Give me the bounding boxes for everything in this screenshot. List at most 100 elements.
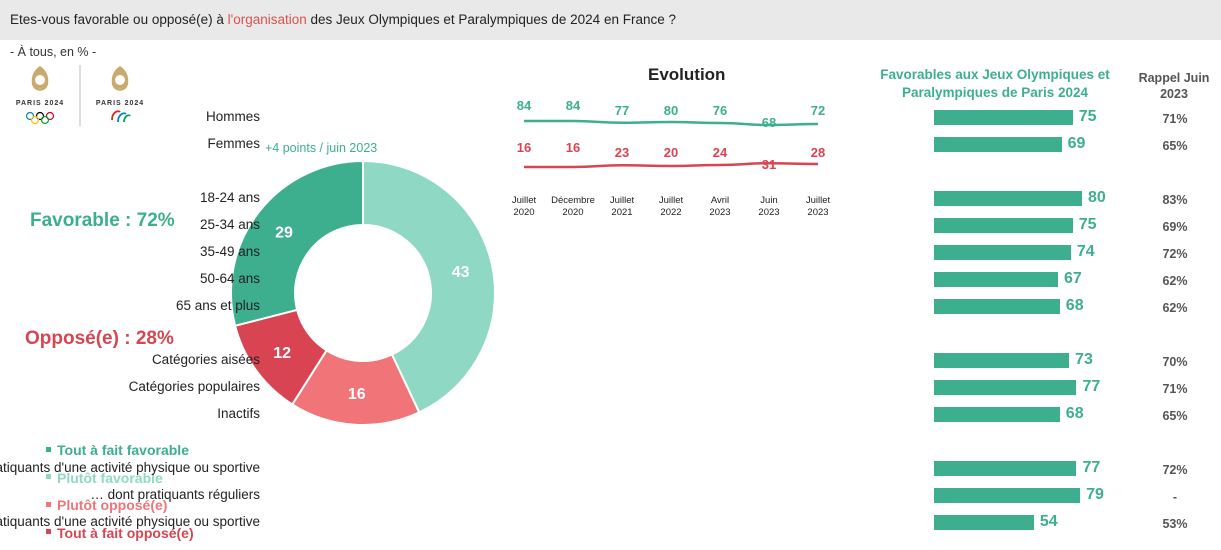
bar bbox=[934, 488, 1080, 503]
evolution-x-tick-label: 2023 bbox=[758, 207, 779, 218]
points-change-note: +4 points / juin 2023 bbox=[265, 141, 377, 155]
bar-category-label: 65 ans et plus bbox=[0, 297, 260, 315]
evolution-data-label: 80 bbox=[664, 103, 678, 118]
bars-title: Favorables aux Jeux Olympiques et Paraly… bbox=[870, 66, 1120, 102]
bar-category-label: Femmes bbox=[0, 135, 260, 153]
evolution-x-tick-label: 2022 bbox=[660, 207, 681, 218]
evolution-data-label: 23 bbox=[615, 145, 629, 160]
bar-value-label: 68 bbox=[1066, 404, 1084, 424]
evolution-data-label: 24 bbox=[713, 145, 728, 160]
bar-category-label: Hommes bbox=[0, 108, 260, 126]
evolution-x-tick-label: 2021 bbox=[611, 207, 632, 218]
bar-value-label: 67 bbox=[1064, 269, 1082, 289]
evolution-data-label: 68 bbox=[762, 115, 776, 130]
evolution-data-label: 84 bbox=[566, 98, 581, 113]
evolution-x-tick-label: Juin bbox=[760, 195, 777, 206]
question-text-start: Etes-vous favorable ou opposé(e) à bbox=[10, 12, 228, 27]
legend-swatch-icon bbox=[46, 447, 51, 452]
bar-category-label: Catégories populaires bbox=[0, 378, 260, 396]
evolution-data-label: 31 bbox=[762, 157, 776, 172]
evolution-data-label: 76 bbox=[713, 103, 727, 118]
recall-title: Rappel Juin 2023 bbox=[1132, 70, 1216, 102]
donut-slice-label: 29 bbox=[275, 225, 293, 242]
bar-category-label: Non-pratiquants d'une activité physique … bbox=[0, 513, 260, 531]
recall-value: 72% bbox=[1145, 245, 1205, 263]
evolution-x-tick-label: Décembre bbox=[551, 195, 595, 206]
recall-value: 62% bbox=[1145, 299, 1205, 317]
evolution-data-label: 72 bbox=[811, 103, 825, 118]
legend-label: Tout à fait favorable bbox=[57, 442, 189, 458]
bar-category-label: Inactifs bbox=[0, 405, 260, 423]
donut-slice-label: 43 bbox=[452, 264, 470, 281]
evolution-data-label: 16 bbox=[566, 140, 580, 155]
bar bbox=[934, 191, 1082, 206]
bar-category-label: Pratiquants d'une activité physique ou s… bbox=[0, 459, 260, 477]
recall-value: - bbox=[1145, 488, 1205, 506]
donut-chart: 29 43 16 12 bbox=[228, 158, 498, 428]
bar bbox=[934, 218, 1073, 233]
evolution-data-label: 20 bbox=[664, 145, 678, 160]
recall-value: 71% bbox=[1145, 110, 1205, 128]
bar bbox=[934, 272, 1058, 287]
recall-value: 83% bbox=[1145, 191, 1205, 209]
base-subtitle: - À tous, en % - bbox=[10, 45, 96, 59]
bar bbox=[934, 461, 1076, 476]
bar-category-label: 50-64 ans bbox=[0, 270, 260, 288]
question-header: Etes-vous favorable ou opposé(e) à l'org… bbox=[0, 0, 1221, 40]
bar-category-label: Catégories aisées bbox=[0, 351, 260, 369]
question-highlight: l'organisation bbox=[228, 12, 307, 27]
bar-value-label: 74 bbox=[1077, 242, 1095, 262]
svg-text:PARIS 2024: PARIS 2024 bbox=[96, 100, 144, 107]
evolution-x-tick-label: Juillet bbox=[512, 195, 537, 206]
bar-value-label: 73 bbox=[1075, 350, 1093, 370]
bar-value-label: 77 bbox=[1082, 377, 1100, 397]
recall-value: 71% bbox=[1145, 380, 1205, 398]
svg-text:PARIS 2024: PARIS 2024 bbox=[16, 100, 64, 107]
bar-value-label: 80 bbox=[1088, 188, 1106, 208]
recall-value: 62% bbox=[1145, 272, 1205, 290]
bar-value-label: 68 bbox=[1066, 296, 1084, 316]
recall-value: 70% bbox=[1145, 353, 1205, 371]
evolution-x-tick-label: 2020 bbox=[513, 207, 534, 218]
bar bbox=[934, 353, 1069, 368]
evolution-x-tick-label: Juillet bbox=[610, 195, 635, 206]
bar bbox=[934, 380, 1076, 395]
evolution-x-tick-label: 2020 bbox=[562, 207, 583, 218]
bar bbox=[934, 245, 1071, 260]
recall-value: 53% bbox=[1145, 515, 1205, 533]
recall-value: 69% bbox=[1145, 218, 1205, 236]
bar-value-label: 75 bbox=[1079, 215, 1097, 235]
evolution-data-label: 28 bbox=[811, 145, 825, 160]
evolution-data-label: 84 bbox=[517, 98, 532, 113]
donut-slice-label: 12 bbox=[273, 345, 291, 362]
bar-category-label: 18-24 ans bbox=[0, 189, 260, 207]
evolution-x-tick-label: 2023 bbox=[709, 207, 730, 218]
bar-value-label: 69 bbox=[1068, 134, 1086, 154]
recall-value: 65% bbox=[1145, 407, 1205, 425]
bar-value-label: 75 bbox=[1079, 107, 1097, 127]
evolution-x-tick-label: 2023 bbox=[807, 207, 828, 218]
bar bbox=[934, 515, 1034, 530]
bar bbox=[934, 137, 1062, 152]
bar bbox=[934, 299, 1060, 314]
bar-value-label: 79 bbox=[1086, 485, 1104, 505]
bar-category-label: 25-34 ans bbox=[0, 216, 260, 234]
evolution-x-tick-label: Juillet bbox=[806, 195, 831, 206]
bar-value-label: 54 bbox=[1040, 512, 1058, 532]
recall-value: 72% bbox=[1145, 461, 1205, 479]
evolution-data-label: 16 bbox=[517, 140, 531, 155]
bar-value-label: 77 bbox=[1082, 458, 1100, 478]
bar bbox=[934, 110, 1073, 125]
evolution-x-tick-label: Avril bbox=[711, 195, 729, 206]
evolution-title: Evolution bbox=[648, 65, 725, 85]
evolution-data-label: 77 bbox=[615, 103, 629, 118]
bar bbox=[934, 407, 1060, 422]
bar-category-label: 35-49 ans bbox=[0, 243, 260, 261]
recall-value: 65% bbox=[1145, 137, 1205, 155]
question-text-end: des Jeux Olympiques et Paralympiques de … bbox=[307, 12, 676, 27]
bar-category-label: … dont pratiquants réguliers bbox=[0, 486, 260, 504]
oppose-total: Opposé(e) : 28% bbox=[25, 328, 174, 350]
donut-slice-label: 16 bbox=[348, 386, 366, 403]
evolution-x-tick-label: Juillet bbox=[659, 195, 684, 206]
